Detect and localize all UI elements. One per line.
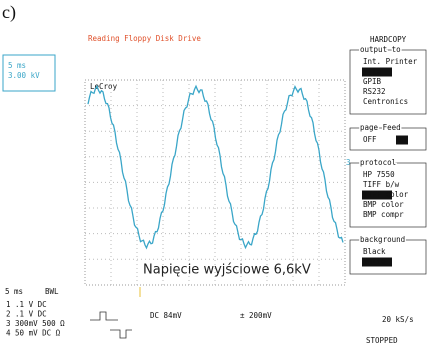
channel-setting: 3 300mV 500 Ω <box>6 319 65 328</box>
figure-label: c) <box>2 2 16 23</box>
menu-title: HARDCOPY <box>370 35 407 44</box>
timebase-text: 5 ms <box>8 61 26 70</box>
menu-option: GPIB <box>363 77 382 86</box>
menu-option: White <box>363 257 386 266</box>
menu-option: HP 7550 <box>363 170 395 179</box>
menu-option: OFF <box>363 135 377 144</box>
channel-setting: 2 .1 V DC <box>6 310 47 319</box>
scale-text: 3.00 kV <box>8 71 40 80</box>
menu-group-label: protocol <box>360 158 396 167</box>
channel-setting: 4 50 mV DC Ω <box>6 329 61 338</box>
menu-option: TIFF b/w <box>363 180 400 189</box>
annotation: Napięcie wyjściowe 6,6kV <box>143 263 311 278</box>
menu-option: TIFF color <box>363 190 409 199</box>
menu-option: Centronics <box>363 97 408 106</box>
status-trigger: DC 84mV <box>150 311 182 320</box>
screen-title: Reading Floppy Disk Drive <box>88 34 201 43</box>
menu-option: Int. Printer <box>363 57 418 66</box>
oscilloscope-figure: c) Reading Floppy Disk Drive 5 ms 3.00 k… <box>0 0 427 348</box>
menu-group-label: page Feed <box>360 123 401 132</box>
menu-option: Black <box>363 247 386 256</box>
channel-setting: 1 .1 V DC <box>6 300 47 309</box>
menu-option: On <box>397 135 406 144</box>
status-bwl: BWL <box>45 287 59 296</box>
menu-group-label: background <box>360 235 405 244</box>
menu-group-label: output to <box>360 45 401 54</box>
status-state: STOPPED <box>366 336 398 345</box>
status-rate: 20 kS/s <box>382 315 414 324</box>
menu-option: RS232 <box>363 87 386 96</box>
menu-option: BMP color <box>363 200 404 209</box>
brand: LeCroy <box>90 82 118 91</box>
status-timebase: 5 ms <box>5 287 23 296</box>
menu-option: File <box>363 67 382 76</box>
status-offset: ± 200mV <box>240 311 272 320</box>
menu-option: BMP compr <box>363 210 404 219</box>
